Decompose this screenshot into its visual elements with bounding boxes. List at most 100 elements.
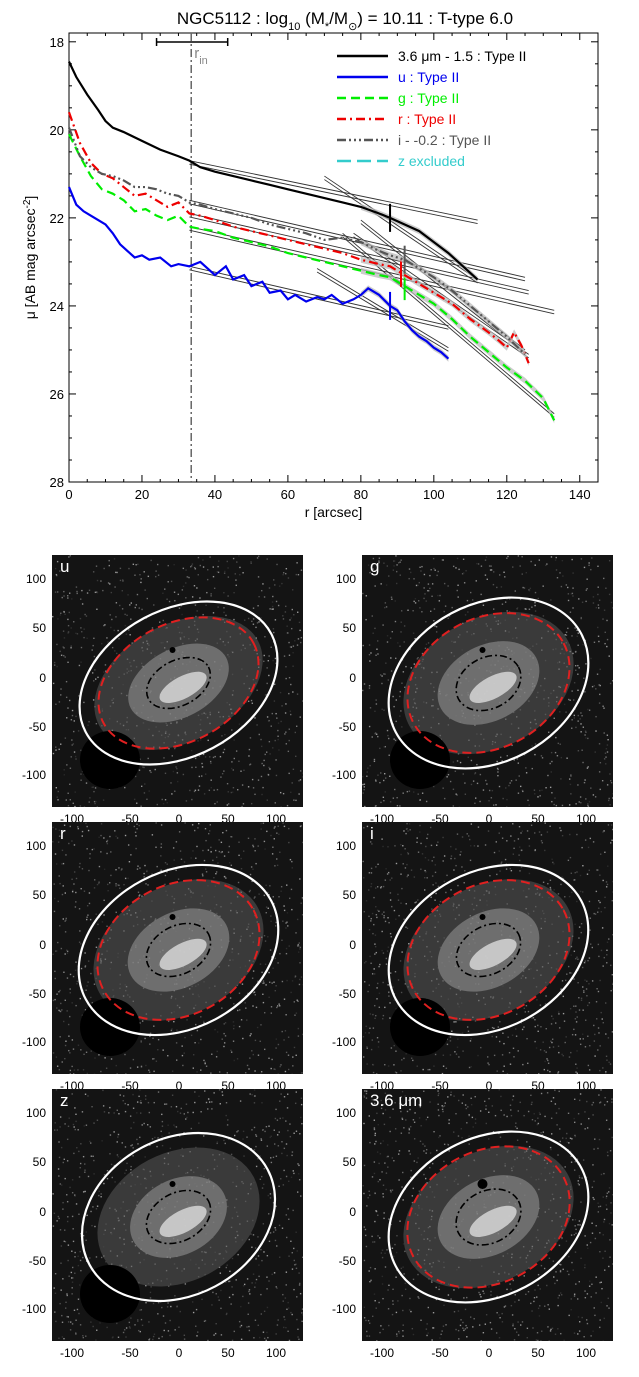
noise-pixel xyxy=(203,1022,205,1024)
noise-pixel xyxy=(299,978,301,981)
noise-pixel xyxy=(263,840,266,843)
noise-pixel xyxy=(538,831,541,833)
noise-pixel xyxy=(241,784,244,786)
noise-pixel xyxy=(576,1072,579,1074)
noise-pixel xyxy=(578,937,580,939)
noise-pixel xyxy=(383,916,385,919)
noise-pixel xyxy=(96,591,98,593)
noise-pixel xyxy=(292,1170,294,1172)
noise-pixel xyxy=(281,1152,283,1155)
noise-pixel xyxy=(363,910,366,913)
noise-pixel xyxy=(520,1022,522,1024)
noise-pixel xyxy=(457,596,459,598)
noise-pixel xyxy=(442,1325,445,1327)
noise-pixel xyxy=(57,1168,60,1170)
noise-pixel xyxy=(230,835,232,838)
noise-pixel xyxy=(516,607,518,610)
noise-pixel xyxy=(423,573,426,576)
noise-pixel xyxy=(413,600,415,603)
noise-pixel xyxy=(71,890,74,893)
noise-pixel xyxy=(72,1240,75,1243)
noise-pixel xyxy=(599,1101,602,1103)
x-tick-label: 120 xyxy=(496,487,518,502)
noise-pixel xyxy=(252,868,254,870)
noise-pixel xyxy=(252,1005,254,1007)
noise-pixel xyxy=(580,723,582,725)
noise-pixel xyxy=(210,846,212,849)
noise-pixel xyxy=(181,1045,183,1047)
noise-pixel xyxy=(269,753,271,755)
noise-pixel xyxy=(408,577,410,580)
noise-pixel xyxy=(255,1135,258,1137)
noise-pixel xyxy=(463,882,465,884)
noise-pixel xyxy=(580,801,582,804)
noise-pixel xyxy=(130,1165,132,1168)
noise-pixel xyxy=(542,615,545,617)
noise-pixel xyxy=(223,572,226,574)
noise-pixel xyxy=(429,1101,431,1103)
noise-pixel xyxy=(452,805,455,807)
noise-pixel xyxy=(389,1130,391,1133)
noise-pixel xyxy=(503,1042,505,1045)
noise-pixel xyxy=(294,731,297,734)
noise-pixel xyxy=(433,608,436,610)
noise-pixel xyxy=(63,590,65,593)
noise-pixel xyxy=(82,989,85,991)
noise-pixel xyxy=(299,1292,302,1295)
noise-pixel xyxy=(396,564,398,566)
noise-pixel xyxy=(282,618,285,620)
noise-pixel xyxy=(296,1296,298,1298)
noise-pixel xyxy=(180,1107,182,1110)
noise-pixel xyxy=(401,682,403,684)
noise-pixel xyxy=(571,719,573,721)
noise-pixel xyxy=(546,1058,548,1060)
noise-pixel xyxy=(274,1229,277,1231)
noise-pixel xyxy=(271,712,273,715)
noise-pixel xyxy=(233,1025,235,1027)
noise-pixel xyxy=(363,962,366,964)
image-x-tick-label: 0 xyxy=(175,1079,183,1093)
noise-pixel xyxy=(518,859,521,862)
noise-pixel xyxy=(583,989,585,992)
noise-pixel xyxy=(137,1319,139,1321)
noise-pixel xyxy=(109,614,111,616)
noise-pixel xyxy=(117,629,119,632)
galaxy-image: g xyxy=(362,555,613,807)
noise-pixel xyxy=(560,883,562,886)
noise-pixel xyxy=(116,652,118,655)
noise-pixel xyxy=(239,1100,242,1102)
noise-pixel xyxy=(152,1335,155,1338)
noise-pixel xyxy=(418,1104,421,1106)
noise-pixel xyxy=(127,844,130,846)
noise-pixel xyxy=(505,868,508,870)
noise-pixel xyxy=(393,560,395,562)
noise-pixel xyxy=(551,800,553,803)
noise-pixel xyxy=(218,560,220,562)
noise-pixel xyxy=(536,1332,539,1334)
noise-pixel xyxy=(275,662,277,665)
noise-pixel xyxy=(195,1146,197,1149)
noise-pixel xyxy=(366,1063,368,1065)
noise-pixel xyxy=(566,757,568,759)
noise-pixel xyxy=(173,591,176,593)
noise-pixel xyxy=(379,747,381,750)
image-y-tick-label: 0 xyxy=(39,938,46,952)
noise-pixel xyxy=(583,961,586,964)
noise-pixel xyxy=(227,851,230,853)
noise-pixel xyxy=(271,601,274,603)
noise-pixel xyxy=(144,1037,146,1040)
noise-pixel xyxy=(69,592,71,594)
noise-pixel xyxy=(64,737,67,739)
noise-pixel xyxy=(276,1119,279,1121)
noise-pixel xyxy=(124,613,126,616)
noise-pixel xyxy=(272,628,275,630)
noise-pixel xyxy=(579,718,581,720)
noise-pixel xyxy=(130,1127,132,1129)
noise-pixel xyxy=(395,1072,398,1074)
noise-pixel xyxy=(52,615,54,618)
noise-pixel xyxy=(576,871,578,873)
noise-pixel xyxy=(284,611,287,613)
noise-pixel xyxy=(610,989,612,992)
noise-pixel xyxy=(478,1324,481,1326)
noise-pixel xyxy=(471,1116,474,1119)
